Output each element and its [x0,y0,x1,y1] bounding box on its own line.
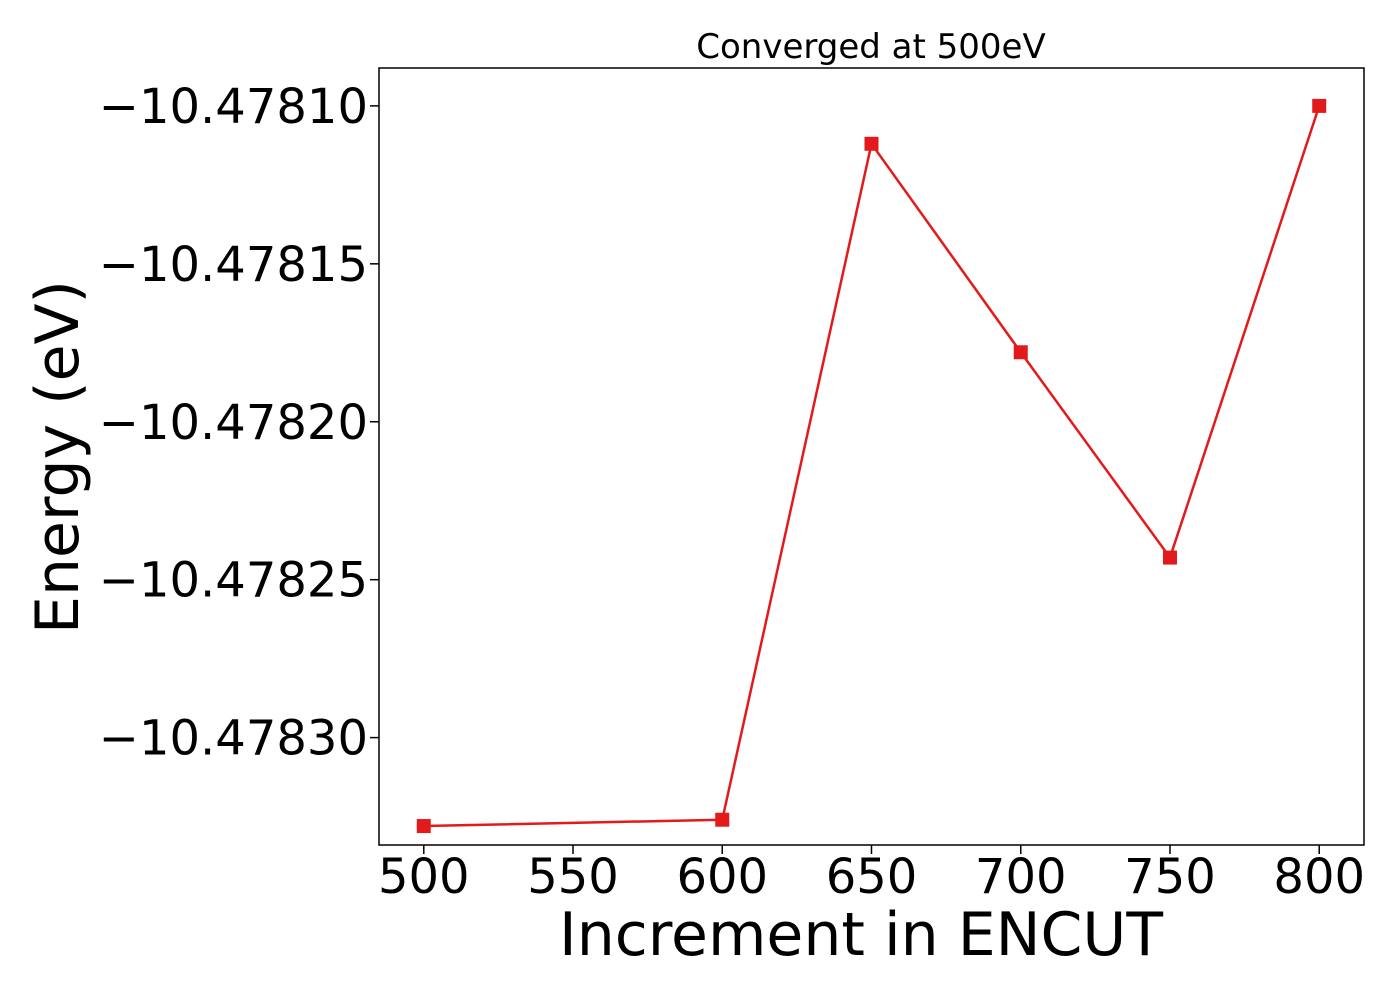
plot-series [416,98,1327,834]
x-tick-label: 500 [378,849,470,905]
y-tick-label: −10.47815 [99,237,368,293]
y-axis-ticks: −10.47810 −10.47815 −10.47820 −10.47825 −10.… [99,79,379,767]
x-tick-label: 550 [527,849,619,905]
x-axis-label: Increment in ENCUT [559,900,1163,970]
y-tick-label: −10.47820 [99,395,368,451]
x-tick-label: 750 [1124,849,1216,905]
x-tick-label: 650 [826,849,918,905]
x-axis-ticks: 500 550 600 650 700 750 800 [378,845,1365,905]
x-tick-label: 800 [1273,849,1365,905]
chart-title: Converged at 500eV [696,27,1045,67]
series-line [423,105,1321,828]
y-tick-label: −10.47825 [99,553,368,609]
data-point-marker [1312,98,1327,113]
y-tick-label: −10.47830 [99,711,368,767]
data-point-marker [715,812,730,827]
x-tick-label: 700 [975,849,1067,905]
plot-frame [378,67,1365,846]
data-point-marker [864,136,879,151]
x-tick-label: 600 [676,849,768,905]
y-tick-label: −10.47810 [99,79,368,135]
y-axis-label: Energy (eV) [23,280,93,634]
data-point-marker [1162,550,1177,565]
data-point-marker [1013,345,1028,360]
data-point-marker [416,819,431,834]
